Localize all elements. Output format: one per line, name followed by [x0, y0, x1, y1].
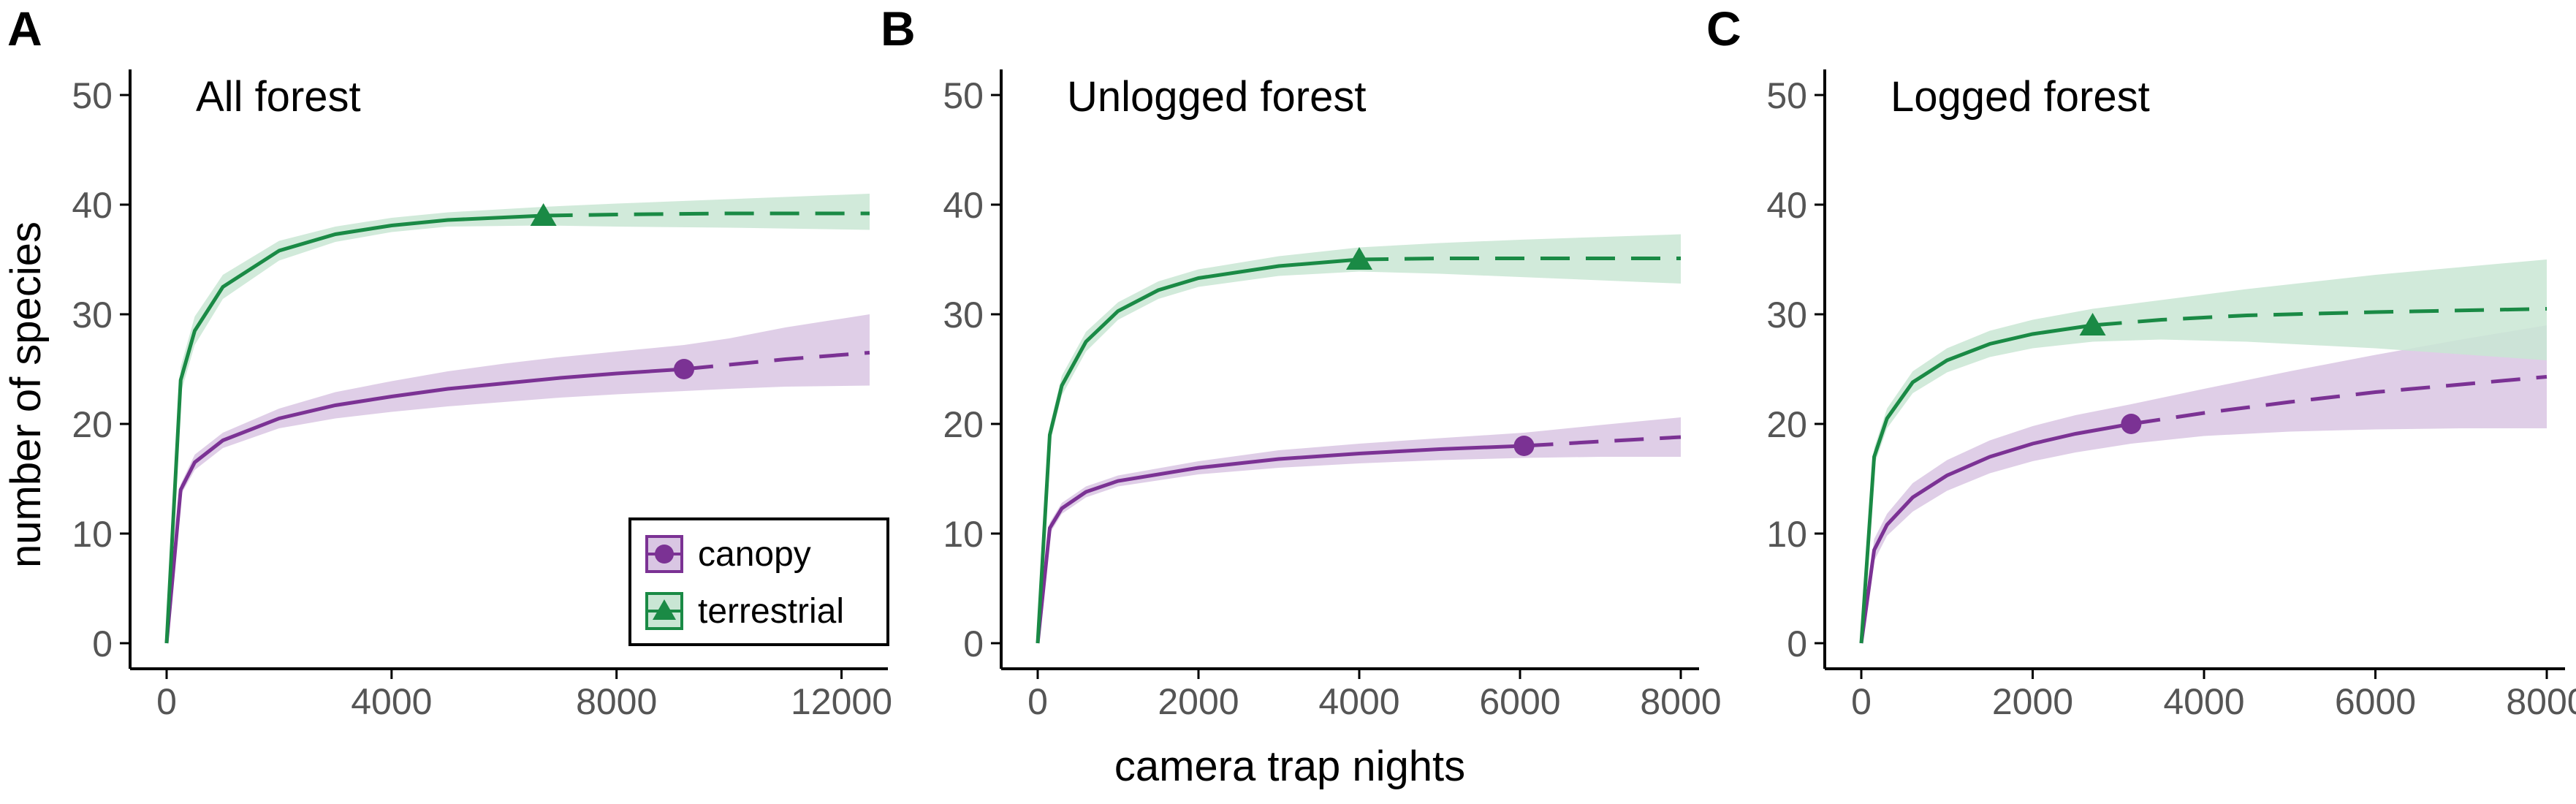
- x-tick-label: 8000: [1640, 681, 1721, 722]
- y-tick-label: 10: [1766, 514, 1807, 555]
- canopy-confidence-band: [1861, 325, 2547, 643]
- y-tick-label: 50: [1766, 75, 1807, 116]
- terrestrial-extrapolated-line: [1359, 257, 1681, 262]
- x-tick-label: 12000: [791, 681, 892, 722]
- x-tick-label: 0: [1027, 681, 1048, 722]
- y-tick-label: 10: [943, 514, 984, 555]
- canopy-confidence-band: [1038, 417, 1681, 643]
- y-tick-label: 20: [943, 404, 984, 445]
- legend: canopy terrestrial: [628, 517, 889, 646]
- panel-all-forest: A All forest 0 10 20 30 40 50 0 4000 8000 12000: [7, 1, 892, 722]
- y-tick-label: 50: [72, 75, 113, 116]
- y-tick-label: 30: [72, 295, 113, 335]
- x-tick-label: 8000: [576, 681, 657, 722]
- x-tick-label: 0: [156, 681, 177, 722]
- y-tick-label: 0: [92, 623, 113, 664]
- terrestrial-confidence-band: [1038, 234, 1681, 643]
- canopy-extrapolated-line: [1524, 435, 1682, 448]
- x-tick-label: 4000: [2163, 681, 2244, 722]
- terrestrial-observed-point: [1346, 247, 1372, 270]
- y-tick-label: 50: [943, 75, 984, 116]
- panel-unlogged-forest: B Unlogged forest 0 10 20 30 40 50 0 2000 4000 6000…: [881, 1, 1722, 722]
- panel-title: All forest: [196, 73, 361, 121]
- canopy-legend-marker: [655, 545, 674, 564]
- x-tick-label: 4000: [1318, 681, 1399, 722]
- panel-logged-forest: C Logged forest 0 10 20 30 40 50 0 2000 4000 6000 80…: [1706, 1, 2576, 722]
- y-tick-label: 20: [72, 404, 113, 445]
- terrestrial-confidence-band: [1861, 259, 2547, 643]
- legend-item-canopy: canopy: [645, 535, 811, 574]
- x-tick-label: 2000: [1158, 681, 1239, 722]
- x-tick-label: 0: [1851, 681, 1872, 722]
- terrestrial-legend-marker: [653, 599, 676, 620]
- canopy-observed-point: [674, 359, 695, 379]
- y-tick-label: 0: [1787, 623, 1807, 664]
- terrestrial-interpolated-line: [164, 213, 544, 644]
- terrestrial-observed-point: [2079, 313, 2106, 335]
- canopy-legend-label: canopy: [698, 535, 811, 574]
- canopy-observed-point: [2121, 414, 2142, 434]
- x-tick-label: 2000: [1992, 681, 2073, 722]
- panel-letter: A: [7, 1, 42, 56]
- terrestrial-observed-point: [530, 203, 557, 226]
- canopy-extrapolated-line: [683, 351, 870, 371]
- panel-letter: C: [1706, 1, 1741, 56]
- y-tick-label: 30: [943, 295, 984, 335]
- terrestrial-legend-label: terrestrial: [698, 592, 844, 631]
- y-tick-label: 30: [1766, 295, 1807, 335]
- y-tick-label: 10: [72, 514, 113, 555]
- canopy-interpolated-line: [164, 367, 685, 644]
- canopy-interpolated-line: [1036, 444, 1524, 644]
- x-tick-label: 4000: [351, 681, 432, 722]
- y-axis-label: number of species: [2, 221, 50, 568]
- canopy-confidence-band: [167, 314, 870, 643]
- canopy-extrapolated-line: [2130, 375, 2547, 426]
- canopy-interpolated-line: [1859, 422, 2132, 644]
- y-tick-label: 0: [963, 623, 984, 664]
- x-tick-label: 8000: [2506, 681, 2576, 722]
- panel-title: Unlogged forest: [1067, 73, 1366, 121]
- terrestrial-interpolated-line: [1859, 323, 2093, 644]
- panel-title: Logged forest: [1891, 73, 2150, 121]
- x-tick-label: 6000: [2335, 681, 2416, 722]
- terrestrial-interpolated-line: [1036, 257, 1360, 644]
- y-tick-label: 40: [943, 185, 984, 226]
- x-axis-label: camera trap nights: [1114, 743, 1465, 790]
- terrestrial-extrapolated-line: [2092, 307, 2547, 327]
- canopy-observed-point: [1513, 436, 1535, 456]
- legend-item-terrestrial: terrestrial: [645, 592, 844, 631]
- y-tick-label: 40: [72, 185, 113, 226]
- y-tick-label: 40: [1766, 185, 1807, 226]
- y-tick-label: 20: [1766, 404, 1807, 445]
- x-tick-label: 6000: [1479, 681, 1560, 722]
- panel-letter: B: [881, 1, 916, 56]
